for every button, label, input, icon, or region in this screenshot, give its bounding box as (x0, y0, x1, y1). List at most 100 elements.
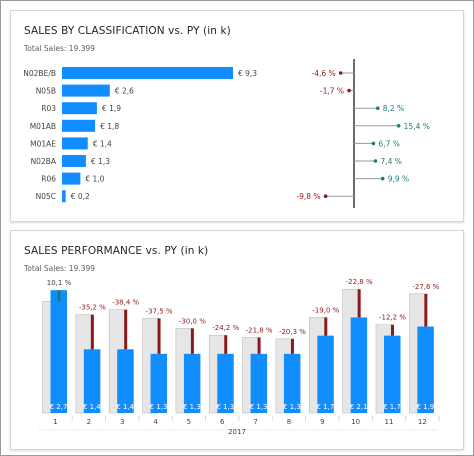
variance-dot (347, 88, 351, 93)
category-label: N02BA (31, 157, 57, 166)
variance-pin (290, 338, 294, 354)
variance-label: -1,7 % (320, 87, 344, 96)
variance-label: -4,6 % (312, 69, 336, 78)
variance-dot (396, 124, 401, 128)
category-label: N02BE/B (23, 69, 56, 78)
category-label: N05B (36, 87, 56, 96)
month-tick-label: 3 (120, 418, 124, 426)
variance-label: 15,4 % (404, 122, 430, 131)
variance-dot (375, 106, 380, 110)
sales-value-label: € 1,4 (83, 403, 101, 411)
month-tick-label: 10 (351, 418, 360, 426)
sales-value-label: € 1,8 (100, 122, 119, 131)
sales-value-label: € 1,7 (383, 403, 401, 411)
performance-panel[interactable]: SALES PERFORMANCE vs. PY (in k) Total Sa… (10, 230, 464, 450)
variance-dot (380, 176, 385, 181)
variance-pin (224, 335, 228, 354)
sales-bar (62, 155, 86, 167)
sales-bar (62, 119, 96, 132)
sales-value-label: € 2,7 (50, 403, 68, 411)
variance-label: -35,2 % (79, 304, 106, 312)
sales-bar (117, 349, 134, 413)
variance-label: -19,0 % (312, 306, 339, 314)
category-label: M01AE (30, 139, 56, 148)
sales-bar (183, 353, 201, 413)
variance-dot (323, 194, 328, 198)
performance-chart: 10,1 % € 2,7 1 -35,2 % € 1,4 2 -38,4 % € 1,4 3 -3… (39, 278, 440, 436)
sales-bar (250, 353, 268, 413)
sales-value-label: € 0,2 (71, 192, 90, 201)
sales-value-label: € 1,4 (93, 139, 112, 148)
sales-value-label: € 2,1 (350, 403, 368, 411)
year-group-label: 2017 (228, 428, 246, 436)
variance-pin (257, 337, 261, 354)
variance-label: -9,8 % (296, 192, 320, 201)
variance-label: -21,8 % (246, 326, 273, 334)
variance-label: -24,2 % (212, 324, 239, 332)
sales-value-label: € 1,3 (91, 157, 110, 166)
month-tick-label: 1 (53, 418, 57, 426)
sales-bar (83, 349, 101, 413)
variance-pin (90, 314, 94, 350)
sales-bar (62, 67, 233, 79)
month-tick-label: 5 (187, 418, 191, 426)
variance-label: -37,5 % (146, 307, 173, 315)
sales-bar (350, 317, 368, 413)
sales-value-label: € 1,7 (316, 403, 334, 411)
sales-bar (50, 290, 67, 413)
variance-pin (157, 318, 161, 354)
performance-subtitle: Total Sales: 19.399 (24, 264, 96, 273)
sales-value-label: € 1,3 (150, 403, 168, 411)
sales-value-label: € 1,4 (116, 403, 134, 411)
month-tick-label: 9 (320, 418, 324, 426)
sales-bar (62, 102, 97, 115)
variance-pin (391, 324, 394, 336)
variance-label: -38,4 % (112, 299, 139, 307)
sales-value-label: € 1,3 (250, 403, 268, 411)
sales-value-label: € 2,6 (115, 87, 134, 96)
sales-value-label: € 1,9 (102, 104, 121, 113)
variance-dot (338, 71, 343, 75)
variance-pin (424, 293, 428, 327)
category-label: R06 (41, 175, 56, 184)
variance-pin (324, 317, 328, 336)
month-tick-label: 4 (153, 418, 158, 426)
sales-bar (417, 326, 434, 413)
month-tick-label: 2 (87, 418, 91, 426)
sales-bar (317, 335, 334, 413)
sales-bar (62, 172, 81, 185)
month-tick-label: 11 (385, 418, 394, 426)
classification-subtitle: Total Sales: 19.399 (24, 44, 96, 53)
sales-bar (217, 353, 234, 413)
variance-pin (57, 290, 61, 302)
variance-label: -20,3 % (279, 328, 306, 336)
month-tick-label: 8 (287, 418, 291, 426)
variance-label: -30,0 % (179, 317, 206, 325)
classification-title: SALES BY CLASSIFICATION vs. PY (in k) (24, 25, 231, 37)
variance-label: -22,8 % (346, 278, 373, 286)
category-label: R03 (41, 104, 56, 113)
variance-label: -12,2 % (379, 314, 406, 322)
classification-panel[interactable]: SALES BY CLASSIFICATION vs. PY (in k) To… (10, 10, 464, 222)
sales-value-label: € 9,3 (238, 69, 257, 78)
month-tick-label: 12 (418, 418, 427, 426)
sales-bar (62, 84, 110, 97)
sales-bar (62, 190, 66, 203)
sales-value-label: € 1,0 (85, 175, 104, 184)
variance-label: 7,4 % (380, 157, 401, 166)
sales-bar (62, 137, 88, 150)
variance-dot (373, 159, 378, 163)
sales-value-label: € 1,3 (216, 403, 234, 411)
variance-label: -27,6 % (412, 283, 439, 291)
month-tick-label: 6 (220, 418, 225, 426)
variance-label: 10,1 % (47, 279, 72, 287)
performance-title: SALES PERFORMANCE vs. PY (in k) (24, 245, 209, 257)
variance-pin (190, 328, 194, 354)
sales-value-label: € 1,9 (416, 403, 434, 411)
category-label: N05C (36, 192, 56, 201)
variance-label: 6,7 % (378, 139, 399, 148)
variance-pin (124, 309, 128, 350)
variance-label: 8,2 % (383, 104, 404, 113)
variance-pin (357, 289, 361, 318)
sales-value-label: € 1,3 (183, 403, 201, 411)
